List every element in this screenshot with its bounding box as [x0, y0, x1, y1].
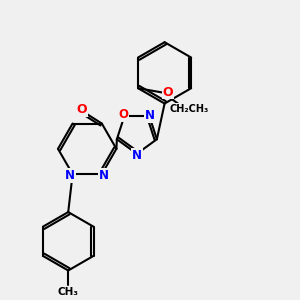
- Text: O: O: [163, 85, 173, 98]
- Text: CH₃: CH₃: [58, 286, 79, 296]
- Text: N: N: [99, 169, 109, 182]
- Text: CH₂CH₃: CH₂CH₃: [169, 104, 209, 114]
- Text: N: N: [65, 169, 75, 182]
- Text: O: O: [118, 108, 128, 121]
- Text: N: N: [145, 109, 155, 122]
- Text: O: O: [76, 103, 87, 116]
- Text: N: N: [132, 149, 142, 162]
